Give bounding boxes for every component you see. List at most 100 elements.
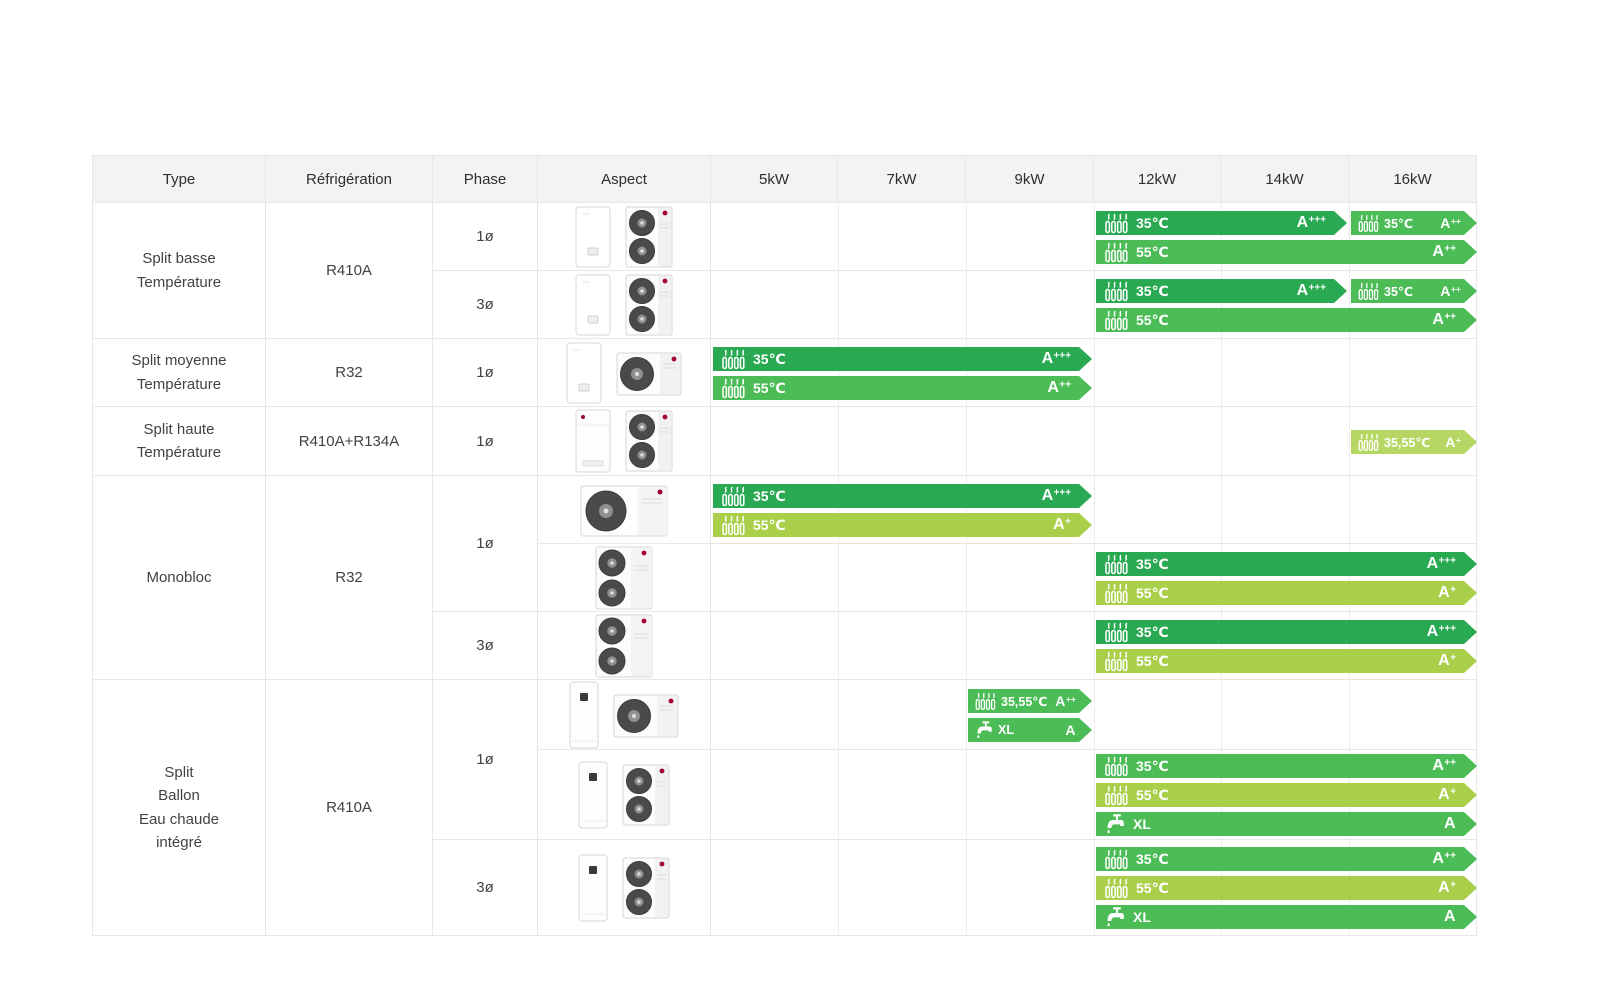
energy-rating-badge: 35,55℃ A+ [1351,430,1477,454]
radiator-icon [1358,281,1380,300]
table-row: 3ø 35℃ A+++ 55℃ A+ [93,611,1477,680]
badge-temperature-label: 35℃ [1384,284,1414,299]
badge-rating: A+ [1438,786,1456,803]
aspect-cell [537,679,711,750]
radiator-icon [1104,280,1129,302]
table-row: 35℃ A++ 55℃ A+ XL A [93,749,1477,840]
badge-temperature-label: 35℃ [753,487,786,504]
radiator-icon [1104,582,1129,604]
outdoor-two-fan-unit-image [622,857,670,919]
phase-cell: 3ø [432,611,538,680]
table-row: Monobloc R32 1ø 35℃ A+++ 55℃ A+ [92,475,1477,680]
type-cell: Split moyenne Température [92,338,266,407]
badge-rating: A++ [1440,283,1461,299]
refrigerant-cell: R410A [265,202,433,339]
column-header-7kw: 7kW [837,155,966,203]
radiator-icon [1104,212,1129,234]
kw-ratings-cell: 35℃ A+++ 55℃ A++ [710,338,1477,407]
outdoor-one-fan-unit-image [616,350,682,396]
badge-temperature-label: 55℃ [1136,311,1169,328]
faucet-icon [1104,906,1126,928]
badge-temperature-label: 55℃ [1136,243,1169,260]
badge-rating: A+++ [1041,350,1071,367]
energy-rating-badge: 35℃ A+++ [1096,279,1347,303]
radiator-icon [975,691,997,710]
energy-rating-badge: 35℃ A++ [1351,211,1477,235]
badge-rating: A++ [1432,757,1456,774]
badge-rating: A++ [1432,311,1456,328]
badge-temperature-label: 35℃ [753,350,786,367]
badge-temperature-label: 35℃ [1384,216,1414,231]
aspect-cell [537,749,711,840]
energy-rating-badge: XL A [1096,905,1477,929]
badge-rating: A+++ [1426,623,1456,640]
badge-temperature-label: 55℃ [1136,879,1169,896]
energy-rating-badge: 55℃ A+ [1096,649,1477,673]
indoor-wall-unit-image [566,342,602,404]
badge-temperature-label: 35℃ [1136,282,1169,299]
badge-rating: A+ [1438,879,1456,896]
type-cell: Split haute Température [92,406,266,476]
table-row: Split haute Température R410A+R134A 1ø 35,5… [92,406,1477,476]
table-row: Split moyenne Température R32 1ø 35℃ A+++ 55℃… [92,338,1477,407]
type-cell: Monobloc [92,475,266,680]
aspect-cell [537,543,711,612]
indoor-wall-unit-image [575,206,611,268]
aspect-cell [537,202,711,271]
radiator-icon [1104,848,1129,870]
energy-rating-badge: 35℃ A++ [1096,847,1477,871]
column-header-phase: Phase [432,155,538,203]
faucet-icon [1104,813,1126,835]
indoor-tank-unit-image [578,854,608,922]
energy-rating-badge: 55℃ A+ [1096,876,1477,900]
kw-ratings-cell: 35℃ A+++ 55℃ A+ [710,475,1477,544]
radiator-icon [1104,877,1129,899]
badge-temperature-label: 55℃ [1136,786,1169,803]
indoor-wall-unit-image [575,274,611,336]
column-header-12kw: 12kW [1093,155,1221,203]
refrigerant-cell: R410A+R134A [265,406,433,476]
energy-rating-badge: 55℃ A++ [1096,308,1477,332]
table-row: 3ø 35℃ A+++ 35℃ A++ 55℃ A++ [93,270,1477,339]
energy-rating-badge: 35,55℃ A++ [968,689,1092,713]
badge-temperature-label: 55℃ [753,516,786,533]
kw-ratings-cell: 35℃ A++ 55℃ A+ XL A [710,839,1477,936]
kw-ratings-cell: 35℃ A++ 55℃ A+ XL A [710,749,1477,840]
badge-temperature-label: XL [998,723,1014,737]
badge-rating: A++ [1440,215,1461,231]
product-comparison-table: Type Réfrigération Phase Aspect 5kW 7kW … [92,155,1477,936]
column-header-14kw: 14kW [1220,155,1349,203]
energy-rating-badge: 35℃ A+++ [1096,620,1477,644]
radiator-icon [1358,432,1380,451]
badge-rating: A++ [1047,379,1071,396]
badge-temperature-label: 35℃ [1136,850,1169,867]
header-row: Type Réfrigération Phase Aspect 5kW 7kW … [92,155,1477,203]
phase-cell: 1ø [432,338,538,407]
phase-cell: 1ø [432,406,538,476]
energy-rating-badge: 35℃ A+++ [713,484,1092,508]
energy-rating-badge: 35℃ A+++ [713,347,1092,371]
energy-rating-badge: 55℃ A++ [713,376,1092,400]
energy-rating-badge: XL A [968,718,1092,742]
badge-temperature-label: XL [1133,816,1151,832]
table-row: Split Ballon Eau chaude intégré R410A 1ø 35… [92,679,1477,936]
energy-rating-badge: 55℃ A+ [1096,783,1477,807]
energy-rating-badge: 35℃ A+++ [1096,211,1347,235]
kw-ratings-cell: 35,55℃ A++ XL A [710,679,1477,750]
badge-temperature-label: 35,55℃ [1001,694,1048,709]
kw-ratings-cell: 35℃ A+++ 35℃ A++ 55℃ A++ [710,202,1477,271]
outdoor-one-fan-unit-image [613,692,679,738]
badge-rating: A+++ [1041,487,1071,504]
column-header-type: Type [92,155,266,203]
radiator-icon [1104,755,1129,777]
radiator-icon [721,377,746,399]
heat-pump-comparison: Type Réfrigération Phase Aspect 5kW 7kW … [92,155,1477,936]
badge-rating: A+ [1438,652,1456,669]
radiator-icon [721,485,746,507]
table-row: 35℃ A+++ 55℃ A+ [93,543,1477,612]
badge-rating: A++ [1432,243,1456,260]
radiator-icon [1104,309,1129,331]
badge-rating: A [1443,815,1456,832]
aspect-cell [537,611,711,680]
